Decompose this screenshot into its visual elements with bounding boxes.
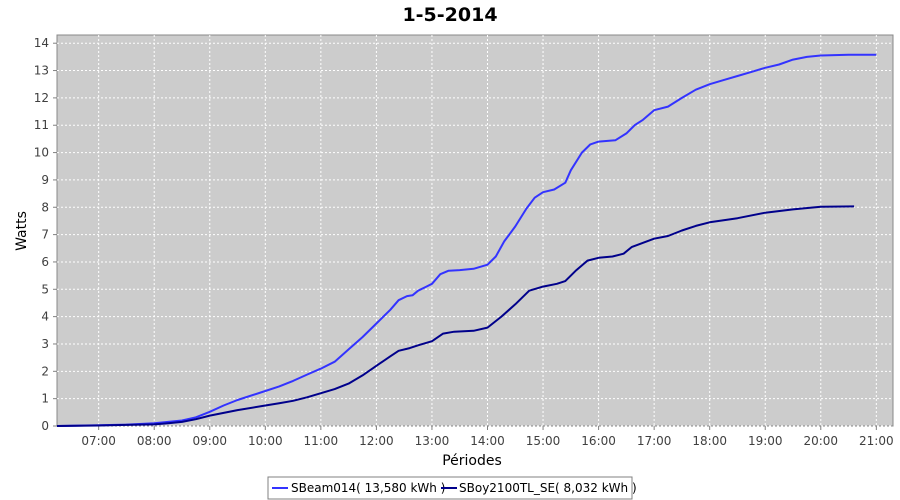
y-tick-label: 3 xyxy=(41,337,49,351)
x-tick-label: 13:00 xyxy=(415,434,450,448)
series-line-2 xyxy=(56,205,855,427)
chart-title: 1-5-2014 xyxy=(402,4,497,26)
x-tick-label: 10:00 xyxy=(248,434,283,448)
x-tick-label: 07:00 xyxy=(81,434,116,448)
x-tick-label: 15:00 xyxy=(526,434,561,448)
legend-label-1: SBeam014( 13,580 kWh ) xyxy=(291,481,445,495)
x-axis-label: Périodes xyxy=(442,453,502,469)
x-tick-label: 14:00 xyxy=(470,434,505,448)
y-tick-label: 13 xyxy=(34,64,49,78)
series-lines xyxy=(56,53,877,427)
series-line-1 xyxy=(56,53,877,427)
y-tick-label: 14 xyxy=(34,36,49,50)
legend: SBeam014( 13,580 kWh ) SBoy2100TL_SE( 8,0… xyxy=(267,476,637,500)
x-tick-label: 19:00 xyxy=(748,434,783,448)
x-tick-label: 08:00 xyxy=(137,434,172,448)
x-tick-label: 20:00 xyxy=(803,434,838,448)
legend-label-2: SBoy2100TL_SE( 8,032 kWh ) xyxy=(459,481,637,495)
x-tick-label: 11:00 xyxy=(304,434,339,448)
y-tick-label: 6 xyxy=(41,255,49,269)
y-tick-label: 5 xyxy=(41,282,49,296)
y-tick-label: 12 xyxy=(34,91,49,105)
y-tick-label: 11 xyxy=(34,118,49,132)
x-tick-label: 12:00 xyxy=(359,434,394,448)
plot-area xyxy=(56,34,894,427)
x-tick-label: 18:00 xyxy=(692,434,727,448)
y-tick-label: 0 xyxy=(41,419,49,433)
x-axis: 07:00 08:00 09:00 10:00 11:00 12:00 13:00 14:00… xyxy=(81,426,894,448)
y-tick-label: 9 xyxy=(41,173,49,187)
y-tick-label: 2 xyxy=(41,364,49,378)
y-tick-label: 7 xyxy=(41,228,49,242)
y-tick-label: 1 xyxy=(41,392,49,406)
x-tick-label: 09:00 xyxy=(192,434,227,448)
y-tick-label: 4 xyxy=(41,310,49,324)
y-tick-label: 10 xyxy=(34,146,49,160)
x-tick-label: 16:00 xyxy=(581,434,616,448)
y-tick-label: 8 xyxy=(41,200,49,214)
y-axis-label: Watts xyxy=(14,211,30,251)
x-tick-label: 21:00 xyxy=(859,434,894,448)
x-tick-label: 17:00 xyxy=(637,434,672,448)
